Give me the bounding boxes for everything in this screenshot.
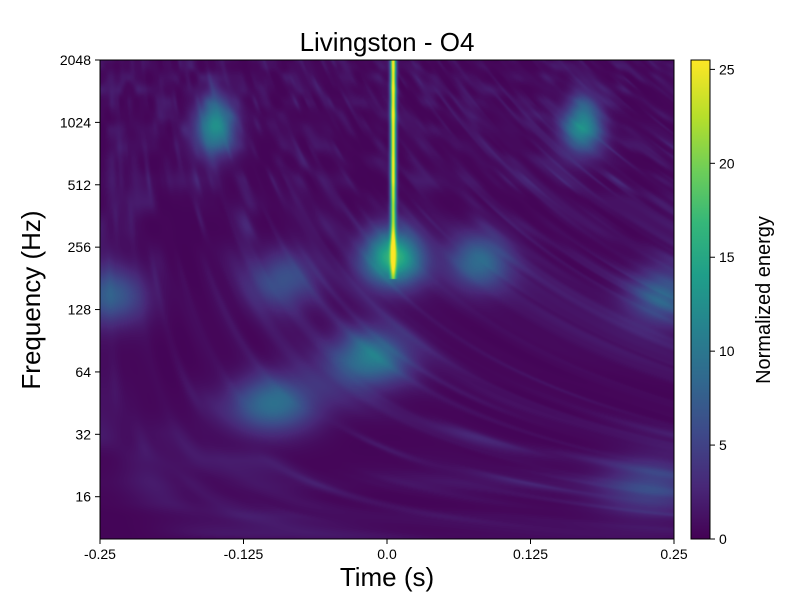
colorbar-label: Normalized energy: [753, 216, 775, 384]
colorbar-tick-label: 25: [719, 61, 735, 77]
chart-title: Livingston - O4: [299, 27, 475, 57]
y-tick-label: 2048: [60, 52, 91, 68]
heatmap-image: [100, 60, 674, 539]
y-tick-label: 32: [75, 426, 91, 442]
colorbar-tick-label: 10: [719, 343, 735, 359]
x-tick-label: -0.125: [224, 546, 264, 562]
x-tick-label: 0.25: [660, 546, 687, 562]
y-axis: 16 32 64 128 256 512 1024 2048: [60, 52, 100, 505]
x-tick-label: 0.0: [377, 546, 397, 562]
colorbar-tick-label: 15: [719, 249, 735, 265]
y-tick-label: 64: [75, 364, 91, 380]
x-tick-label: 0.125: [513, 546, 548, 562]
x-axis: -0.25 -0.125 0.0 0.125 0.25: [84, 539, 688, 562]
colorbar-tick-label: 0: [719, 531, 727, 547]
y-tick-label: 16: [75, 489, 91, 505]
x-tick-label: -0.25: [84, 546, 116, 562]
y-tick-label: 1024: [60, 114, 91, 130]
colorbar-tick-label: 20: [719, 155, 735, 171]
x-axis-label: Time (s): [340, 562, 434, 592]
colorbar-axis: 0 5 10 15 20 25: [710, 61, 735, 547]
colorbar-tick-label: 5: [719, 437, 727, 453]
colorbar: [690, 59, 711, 540]
y-axis-label: Frequency (Hz): [16, 210, 46, 389]
y-tick-label: 128: [68, 302, 92, 318]
y-tick-label: 512: [68, 177, 92, 193]
y-tick-label: 256: [68, 239, 92, 255]
